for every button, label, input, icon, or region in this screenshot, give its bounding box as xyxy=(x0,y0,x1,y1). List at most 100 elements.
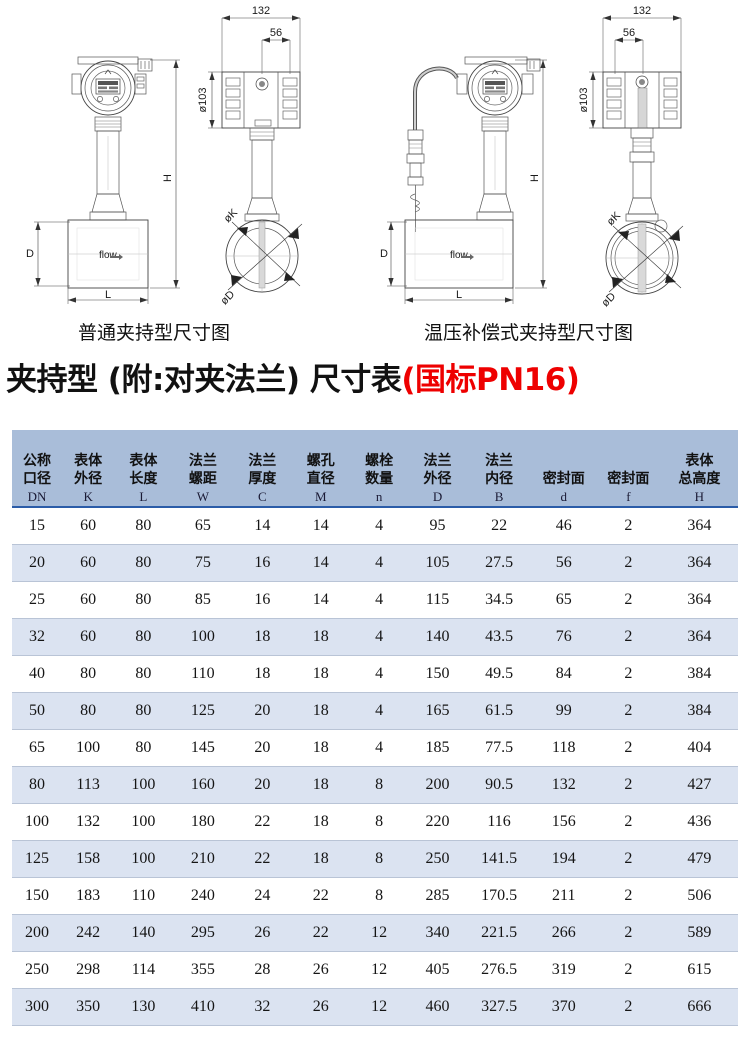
table-cell: 364 xyxy=(660,580,738,618)
col-header-h-line2: 总高度 xyxy=(678,470,721,487)
table-cell: 141.5 xyxy=(466,839,532,877)
table-row: 125 158 100 210 22 18 8 250 141.5 194 2 479 xyxy=(12,839,738,877)
diagram-captions: 普通夹持型尺寸图 温压补偿式夹持型尺寸图 xyxy=(0,318,750,354)
table-cell: 18 xyxy=(291,654,350,692)
table-cell: 240 xyxy=(172,876,234,914)
table-cell: 22 xyxy=(291,876,350,914)
col-header-dn-line2: 口径 xyxy=(23,470,52,487)
table-cell: 14 xyxy=(254,516,271,534)
table-cell: 298 xyxy=(62,950,115,988)
table-row: 32 60 80 100 18 18 4 140 43.5 76 2 364 xyxy=(12,617,738,655)
table-cell: 125 xyxy=(12,839,63,877)
col-header-k: 表体 外径 K xyxy=(62,430,115,507)
table-cell: 194 xyxy=(531,839,597,877)
table-cell: 32 xyxy=(233,987,292,1026)
col-header-c: 法兰 厚度 C xyxy=(233,430,292,507)
table-cell: 2 xyxy=(596,839,661,877)
table-cell: 2 xyxy=(596,765,661,803)
col-header-b-line2: 内径 xyxy=(485,470,514,487)
col-header-k-line1: 表体 xyxy=(74,453,103,469)
col-header-c-line1: 法兰 xyxy=(248,453,277,469)
table-row: 150 183 110 240 24 22 8 285 170.5 211 2 506 xyxy=(12,876,738,914)
table-row: 65 100 80 145 20 18 4 185 77.5 118 2 404 xyxy=(12,728,738,766)
col-header-k-symbol: K xyxy=(83,489,93,504)
table-cell: 76 xyxy=(531,617,597,655)
dim-height-left: H xyxy=(162,174,174,182)
svg-text:flow: flow xyxy=(99,250,118,261)
table-cell: 295 xyxy=(172,913,234,951)
dim-flange-outer-right: øD xyxy=(599,290,618,309)
dim-housing-diameter-left: ø103 xyxy=(197,87,209,112)
table-cell: 8 xyxy=(349,839,409,877)
table-cell: 50 xyxy=(12,691,63,729)
table-cell: 80 xyxy=(114,728,173,766)
table-row: 80 113 100 160 20 18 8 200 90.5 132 2 427 xyxy=(12,765,738,803)
table-cell: 113 xyxy=(62,765,115,803)
table-cell: 2 xyxy=(596,728,661,766)
table-cell: 183 xyxy=(62,876,115,914)
table-cell: 200 xyxy=(408,765,467,803)
table-cell: 100 xyxy=(114,765,173,803)
table-cell: 18 xyxy=(233,617,292,655)
table-cell: 49.5 xyxy=(466,654,532,692)
table-cell: 114 xyxy=(114,950,173,988)
dim-body-length-right: L xyxy=(456,289,462,301)
col-header-d-outer-line2: 外径 xyxy=(423,470,452,487)
table-cell: 150 xyxy=(12,876,63,914)
col-header-c-line2: 厚度 xyxy=(248,470,277,487)
table-cell: 80 xyxy=(135,516,152,534)
page-title-standard: (国标PN16) xyxy=(401,362,580,398)
table-cell: 2 xyxy=(596,580,661,618)
col-header-b-symbol: B xyxy=(494,489,504,504)
table-cell: 99 xyxy=(531,691,597,729)
table-cell: 2 xyxy=(596,950,661,988)
table-cell: 132 xyxy=(62,802,115,840)
table-cell: 16 xyxy=(233,543,292,581)
table-cell: 170.5 xyxy=(466,876,532,914)
table-cell: 18 xyxy=(233,654,292,692)
table-cell: 18 xyxy=(291,728,350,766)
col-header-w-line1: 法兰 xyxy=(188,453,217,469)
table-cell: 56 xyxy=(531,543,597,581)
table-cell: 2 xyxy=(596,691,661,729)
dim-body-length-left: L xyxy=(105,289,111,301)
col-header-b-line1: 法兰 xyxy=(485,453,514,469)
table-cell: 100 xyxy=(114,802,173,840)
table-cell: 410 xyxy=(172,987,234,1026)
dim-bolt-circle-left: øK xyxy=(222,206,241,225)
table-cell: 276.5 xyxy=(466,950,532,988)
table-cell: 24 xyxy=(233,876,292,914)
table-cell: 370 xyxy=(531,987,597,1026)
table-cell: 327.5 xyxy=(466,987,532,1026)
table-cell: 65 xyxy=(194,516,211,534)
table-cell: 300 xyxy=(12,987,63,1026)
table-cell: 25 xyxy=(12,580,63,618)
col-header-d-seal: 密封面 d xyxy=(531,430,597,507)
table-cell: 140 xyxy=(114,913,173,951)
col-header-n-symbol: n xyxy=(375,489,383,504)
table-cell: 165 xyxy=(408,691,467,729)
col-header-l-line2: 长度 xyxy=(129,470,158,487)
table-cell: 14 xyxy=(312,516,329,534)
table-cell: 60 xyxy=(62,543,115,581)
table-cell: 2 xyxy=(596,987,661,1026)
dim-housing-diameter-right: ø103 xyxy=(578,87,590,112)
table-cell: 43.5 xyxy=(466,617,532,655)
table-cell: 2 xyxy=(596,617,661,655)
table-cell: 22 xyxy=(291,913,350,951)
table-row: 300 350 130 410 32 26 12 460 327.5 370 2 666 xyxy=(12,987,738,1026)
table-cell: 364 xyxy=(687,516,712,534)
table-cell: 364 xyxy=(660,617,738,655)
svg-text:flow: flow xyxy=(450,250,469,261)
col-header-d-seal-symbol: d xyxy=(560,489,567,504)
table-cell: 8 xyxy=(349,802,409,840)
table-cell: 80 xyxy=(114,654,173,692)
table-cell: 8 xyxy=(349,876,409,914)
table-cell: 80 xyxy=(114,543,173,581)
table-cell: 80 xyxy=(114,617,173,655)
table-cell: 27.5 xyxy=(466,543,532,581)
page-title-main: 夹持型 (附:对夹法兰) 尺寸表 xyxy=(6,362,402,398)
table-cell: 84 xyxy=(531,654,597,692)
table-cell: 95 xyxy=(429,516,446,534)
col-header-d-outer: 法兰 外径 D xyxy=(408,430,467,507)
